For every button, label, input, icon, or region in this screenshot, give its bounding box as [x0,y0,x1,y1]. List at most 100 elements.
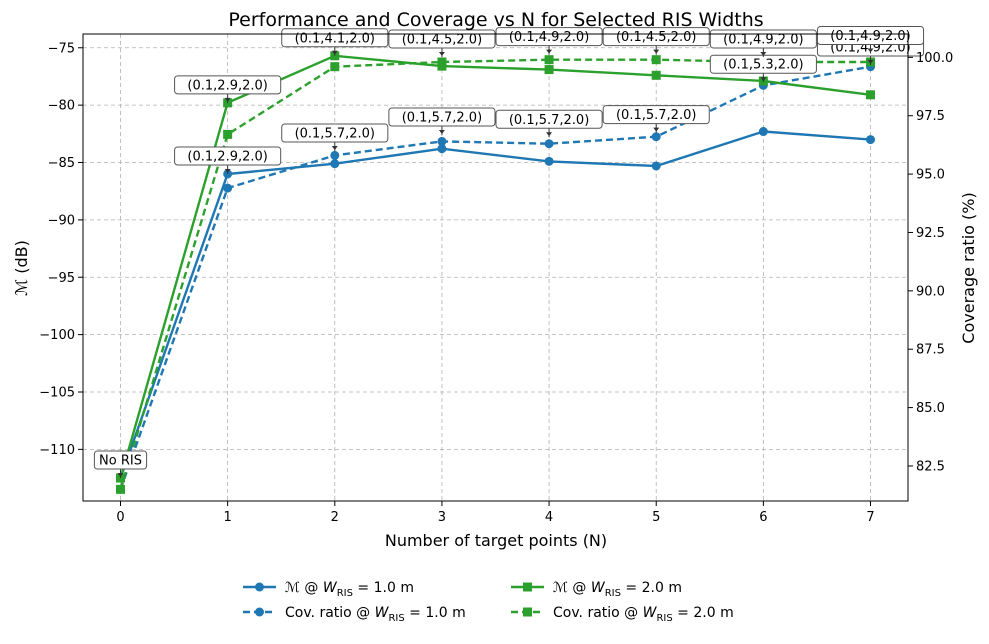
annotation-text: (0.1,4.5,2.0) [402,32,482,47]
annotation-box [388,107,496,127]
legend-marker [255,607,264,617]
y-right-tick-label: 85.0 [916,401,945,416]
series-4-point [651,55,661,65]
series-layer [116,51,875,494]
y-right-tick-label: 82.5 [916,459,945,474]
x-axis-label: Number of target points (N) [385,531,607,550]
annotation-text: (0.1,5.7,2.0) [616,108,696,123]
series-2-point [544,139,554,149]
series-2-point [651,132,661,142]
y-left-tick-label: −75 [48,41,75,56]
annotation-arrowhead [438,51,445,56]
plot-frame [82,33,909,502]
y-left-tick-label: −85 [48,156,75,171]
series-line-4 [119,58,871,490]
legend-label: ℳ @ WRIS = 2.0 m [553,580,682,599]
series-1-point [866,135,875,145]
annotation-box [281,123,389,143]
annotation: (0.1,5.3,2.0) [709,54,817,83]
x-tick-label: 7 [866,510,874,525]
annotation-box [174,146,282,166]
annotation-box [281,28,389,48]
annotation-box [495,109,603,129]
series-line-3 [119,54,871,479]
y-left-tick-label: −90 [48,213,75,228]
y-right-tick-label: 100.0 [916,51,953,66]
annotation: (0.1,5.7,2.0) [388,107,496,135]
y-axis-right-label: Coverage ratio (%) [959,192,978,343]
series-4-point [223,129,233,139]
annotation-arrowhead [653,127,660,132]
series-1-point [758,127,768,137]
series-3-point [544,65,554,75]
grid-layer [83,34,908,501]
legend-marker [523,607,532,617]
series-1-point [437,144,447,154]
x-tick-label: 1 [224,510,232,525]
annotation-box [495,27,603,47]
annotation-arrowhead [653,49,660,54]
legend-label: ℳ @ WRIS = 1.0 m [285,580,414,599]
y-right-tick-label: 90.0 [916,284,945,299]
annotation-text: (0.1,4.9,2.0) [830,29,910,44]
annotation-arrowhead [760,51,767,56]
x-tick-label: 5 [652,510,660,525]
series-1-point [544,156,554,166]
x-tick-label: 3 [438,510,446,525]
annotation: (0.1,2.9,2.0) [174,75,282,103]
x-tick-label: 6 [759,510,767,525]
annotation-arrowhead [331,50,338,55]
annotation-box [602,105,710,125]
series-3-point [651,70,661,80]
chart-title: Performance and Coverage vs N for Select… [228,9,763,31]
annotation-arrowhead [224,97,231,102]
annotation-arrowhead [224,168,231,173]
annotation-text: (0.1,2.9,2.0) [187,149,267,164]
series-4-point [544,55,554,65]
legend-item: Cov. ratio @ WRIS = 1.0 m [243,605,466,624]
y-right-tick-label: 95.0 [916,168,945,183]
annotation-text: (0.1,4.9,2.0) [509,30,589,45]
series-4-point [437,57,447,67]
series-1-point [651,161,661,171]
series-2-point [223,183,233,193]
annotation: (0.1,4.1,2.0) [281,28,389,56]
annotation-arrowhead [760,77,767,82]
series-3-point [866,90,875,100]
annotation-text: (0.1,5.7,2.0) [402,110,482,125]
annotation-arrowhead [331,146,338,151]
annotation-text: (0.1,5.3,2.0) [723,58,803,73]
x-tick-label: 2 [331,510,339,525]
legend-marker [255,582,264,592]
annotation: (0.1,4.9,2.0) [495,27,603,55]
series-line-1 [119,130,871,479]
y-left-tick-label: −105 [39,385,75,400]
annotation-box [174,75,282,95]
annotation: (0.1,5.7,2.0) [281,123,389,152]
annotation-layer: No RIS (0.1,2.9,2.0) (0.1,5.7,2.0) (0.1,5.7… [93,26,925,479]
legend-label: Cov. ratio @ WRIS = 2.0 m [553,605,734,624]
annotation: (0.1,5.7,2.0) [495,109,603,138]
legend: ℳ @ WRIS = 1.0 m Cov. ratio @ WRIS = 1.0 … [243,580,734,624]
annotation-text: (0.1,4.5,2.0) [616,30,696,45]
annotation: (0.1,2.9,2.0) [174,146,282,174]
series-1-point [330,159,340,169]
annotation-text: (0.1,5.7,2.0) [509,113,589,128]
y-left-tick-label: −100 [39,328,75,343]
annotation-arrowhead [867,48,874,53]
series-2-point [330,150,340,160]
annotation-text: (0.1,5.7,2.0) [295,127,375,142]
series-2-point [437,136,447,146]
annotation: No RIS [93,450,148,479]
annotation-box [816,26,925,46]
annotation-arrowhead [546,49,553,54]
y-left-tick-label: −95 [48,271,75,286]
annotation-arrowhead [546,132,553,137]
annotation-text: (0.1,2.9,2.0) [187,78,267,93]
y-right-tick-label: 87.5 [916,343,945,358]
annotation-arrowhead [867,59,874,64]
y-left-tick-label: −80 [48,99,75,114]
legend-marker [523,582,532,592]
